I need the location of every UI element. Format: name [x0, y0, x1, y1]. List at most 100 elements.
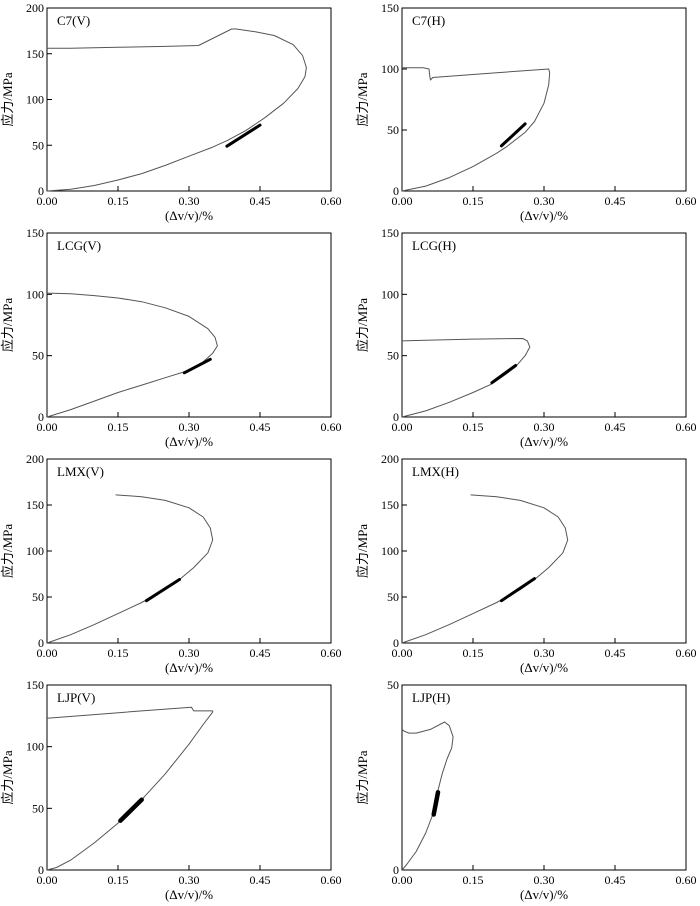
stress-strain-curve [401, 721, 454, 871]
x-axis-label: (Δv/v)/% [165, 887, 213, 902]
chart-panel: 0.00 0.15 0.30 0.45 0.60 0 50 LJP(H) (Δv/v)/% 应力/… [355, 678, 697, 902]
y-tick-label: 150 [26, 226, 44, 240]
x-tick-label: 0.60 [321, 420, 342, 434]
x-tick-label: 0.30 [534, 420, 555, 434]
x-axis-label: (Δv/v)/% [520, 208, 568, 223]
stress-strain-curve [46, 706, 214, 871]
panel-title: LCG(H) [412, 238, 456, 253]
x-tick-label: 0.15 [463, 420, 484, 434]
stress-strain-curve [46, 28, 307, 192]
x-tick-label: 0.00 [37, 646, 58, 660]
y-tick-label: 50 [387, 349, 399, 363]
highlight-segment [118, 797, 144, 823]
y-tick-label: 100 [26, 544, 44, 558]
y-tick-label: 100 [26, 287, 44, 301]
x-tick-label: 0.60 [676, 646, 697, 660]
x-tick-label: 0.45 [250, 420, 271, 434]
x-tick-label: 0.45 [250, 194, 271, 208]
x-tick-label: 0.45 [605, 646, 626, 660]
x-tick-label: 0.30 [179, 646, 200, 660]
x-tick-label: 0.30 [179, 420, 200, 434]
x-tick-label: 0.15 [463, 194, 484, 208]
x-axis-label: (Δv/v)/% [520, 434, 568, 449]
panel-title: C7(H) [412, 13, 445, 28]
x-axis-label: (Δv/v)/% [165, 434, 213, 449]
y-tick-label: 200 [26, 452, 44, 466]
y-tick-label: 100 [381, 544, 399, 558]
panel-title: C7(V) [57, 13, 90, 28]
plot-frame [46, 458, 332, 644]
x-tick-label: 0.45 [605, 194, 626, 208]
y-tick-label: 0 [393, 184, 399, 198]
stress-strain-curve [401, 67, 551, 192]
chart-panel: 0.00 0.15 0.30 0.45 0.60 0 50 100 150 200 LMX(V) (Δ… [0, 452, 342, 675]
x-tick-label: 0.00 [37, 194, 58, 208]
chart-panel: 0.00 0.15 0.30 0.45 0.60 0 50 100 150 C7(H) (Δv/v)… [355, 1, 697, 223]
x-tick-label: 0.30 [534, 873, 555, 887]
y-axis-label: 应力/MPa [355, 298, 370, 352]
y-tick-label: 0 [393, 636, 399, 650]
chart-panel: 0.00 0.15 0.30 0.45 0.60 0 50 100 150 LCG(V) (Δv/v… [0, 226, 342, 449]
x-tick-label: 0.30 [534, 194, 555, 208]
chart-panel: 0.00 0.15 0.30 0.45 0.60 0 50 100 150 LJP(V) (Δv/v… [0, 678, 342, 902]
y-axis-label: 应力/MPa [0, 750, 15, 804]
highlight-segment [144, 578, 181, 603]
highlight-segment [225, 123, 262, 148]
x-tick-label: 0.15 [463, 646, 484, 660]
stress-strain-curve [401, 338, 531, 418]
highlight-segment [490, 364, 518, 385]
x-tick-label: 0.30 [179, 194, 200, 208]
panel-title: LJP(H) [412, 690, 450, 705]
y-tick-label: 100 [26, 740, 44, 754]
y-tick-label: 0 [393, 410, 399, 424]
y-tick-label: 200 [26, 1, 44, 15]
x-tick-label: 0.45 [605, 873, 626, 887]
y-tick-label: 50 [387, 678, 399, 692]
x-tick-label: 0.30 [179, 873, 200, 887]
y-tick-label: 0 [393, 863, 399, 877]
y-tick-label: 0 [38, 863, 44, 877]
plot-frame [46, 7, 332, 192]
y-axis-label: 应力/MPa [0, 524, 15, 578]
panel-title: LMX(V) [57, 464, 104, 479]
x-tick-label: 0.15 [108, 420, 129, 434]
y-axis-label: 应力/MPa [0, 72, 15, 126]
plot-frame [46, 684, 332, 871]
x-tick-label: 0.60 [321, 873, 342, 887]
y-tick-label: 50 [32, 138, 44, 152]
x-axis-label: (Δv/v)/% [520, 660, 568, 675]
y-tick-label: 50 [387, 123, 399, 137]
y-tick-label: 100 [26, 93, 44, 107]
plot-frame [401, 7, 687, 192]
y-axis-label: 应力/MPa [0, 298, 15, 352]
y-axis-label: 应力/MPa [355, 72, 370, 126]
chart-panel: 0.00 0.15 0.30 0.45 0.60 0 50 100 150 200 LMX(H) (Δ… [355, 452, 697, 675]
highlight-segment [499, 122, 527, 148]
x-tick-label: 0.15 [108, 873, 129, 887]
stress-strain-curve [401, 494, 569, 644]
plot-frame [401, 684, 687, 871]
highlight-segment [499, 577, 536, 603]
x-tick-label: 0.00 [37, 873, 58, 887]
y-tick-label: 100 [381, 287, 399, 301]
y-tick-label: 50 [32, 349, 44, 363]
y-tick-label: 150 [26, 678, 44, 692]
x-axis-label: (Δv/v)/% [165, 208, 213, 223]
stress-strain-curve [46, 494, 214, 644]
x-tick-label: 0.00 [392, 646, 413, 660]
x-tick-label: 0.60 [321, 194, 342, 208]
x-tick-label: 0.45 [605, 420, 626, 434]
y-tick-label: 50 [32, 590, 44, 604]
y-tick-label: 0 [38, 636, 44, 650]
x-tick-label: 0.15 [108, 194, 129, 208]
x-axis-label: (Δv/v)/% [520, 887, 568, 902]
y-tick-label: 200 [381, 452, 399, 466]
panel-title: LMX(H) [412, 464, 459, 479]
y-tick-label: 50 [387, 590, 399, 604]
x-tick-label: 0.00 [392, 873, 413, 887]
x-tick-label: 0.45 [250, 646, 271, 660]
highlight-segment [431, 790, 441, 817]
x-tick-label: 0.00 [392, 194, 413, 208]
y-tick-label: 100 [381, 62, 399, 76]
